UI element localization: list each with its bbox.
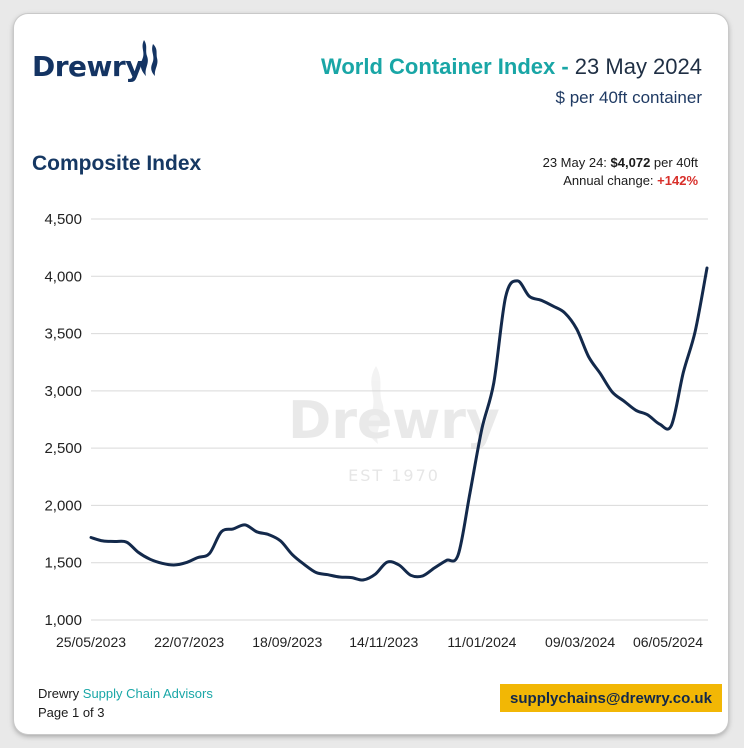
watermark-text: Drewry — [288, 391, 500, 451]
watermark-est: EST 1970 — [348, 466, 440, 485]
x-tick-label: 22/07/2023 — [154, 634, 224, 650]
annual-change-line: Annual change: +142% — [543, 172, 698, 190]
index-title-accent: World Container Index - — [320, 54, 569, 79]
latest-summary: 23 May 24: $4,072 per 40ft Annual change… — [543, 154, 698, 190]
drewry-logo: Drewry — [32, 40, 158, 83]
x-tick-label: 09/03/2024 — [545, 634, 615, 650]
latest-value-line: 23 May 24: $4,072 per 40ft — [543, 154, 698, 172]
annual-change-value: +142% — [657, 173, 698, 188]
y-tick-label: 1,500 — [44, 555, 82, 572]
x-tick-label: 25/05/2023 — [56, 634, 126, 650]
page-indicator: Page 1 of 3 — [38, 705, 105, 720]
latest-value: $4,072 — [610, 155, 651, 170]
annual-change-label: Annual change: — [563, 173, 658, 188]
x-tick-label: 18/09/2023 — [252, 634, 322, 650]
latest-prefix: 23 May 24: — [542, 155, 611, 170]
contact-email[interactable]: supplychains@drewry.co.uk — [500, 684, 722, 712]
section-title: Composite Index — [32, 152, 202, 175]
y-tick-label: 2,000 — [44, 497, 82, 514]
x-tick-label: 06/05/2024 — [633, 634, 703, 650]
index-title: World Container Index - 23 May 2024 — [321, 54, 702, 80]
footer-company: Drewry — [38, 686, 83, 701]
x-tick-label: 11/01/2024 — [447, 634, 516, 650]
y-tick-label: 4,500 — [44, 211, 82, 228]
y-tick-label: 2,500 — [44, 440, 82, 457]
footer-company-line: Drewry Supply Chain Advisors — [38, 684, 213, 703]
footer-division: Supply Chain Advisors — [82, 686, 213, 701]
y-tick-label: 1,000 — [44, 612, 82, 629]
x-tick-label: 14/11/2023 — [349, 634, 418, 650]
latest-suffix: per 40ft — [650, 155, 698, 170]
footer-info: Drewry Supply Chain Advisors Page 1 of 3 — [38, 684, 213, 722]
watermark-flame — [367, 366, 384, 444]
y-tick-label: 3,500 — [44, 326, 82, 343]
logo-text: Drewry — [32, 50, 143, 83]
report-card: Drewry World Container Index - 23 May 20… — [14, 14, 728, 734]
watermark: Drewry EST 1970 — [288, 366, 500, 485]
composite-index-line — [89, 266, 709, 582]
composite-index-chart: Drewry EST 1970 1,000 1,500 2,000 2,500 3,00… — [44, 211, 709, 650]
y-tick-label: 4,000 — [44, 268, 82, 285]
y-tick-label: 3,000 — [44, 383, 82, 400]
flame-icon — [140, 40, 158, 76]
index-title-date: 23 May 2024 — [568, 54, 702, 79]
index-subtitle: $ per 40ft container — [555, 88, 702, 107]
